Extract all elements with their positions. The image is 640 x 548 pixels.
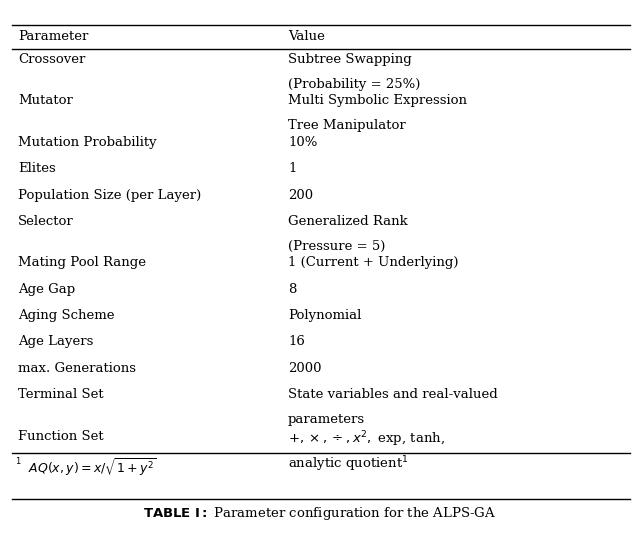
- Text: analytic quotient$^1$: analytic quotient$^1$: [288, 455, 408, 474]
- Text: Parameter: Parameter: [18, 31, 88, 43]
- Text: $AQ(x,y) = x/\sqrt{1+y^2}$: $AQ(x,y) = x/\sqrt{1+y^2}$: [28, 457, 156, 480]
- Text: Function Set: Function Set: [18, 430, 104, 443]
- Text: Selector: Selector: [18, 215, 74, 228]
- Text: Polynomial: Polynomial: [288, 309, 362, 322]
- Text: (Probability = 25%): (Probability = 25%): [288, 78, 420, 90]
- Text: 200: 200: [288, 189, 313, 202]
- Text: State variables and real-valued: State variables and real-valued: [288, 388, 498, 401]
- Text: Age Gap: Age Gap: [18, 283, 75, 296]
- Text: Mating Pool Range: Mating Pool Range: [18, 256, 146, 270]
- Text: Mutator: Mutator: [18, 94, 73, 107]
- Text: $+, \times, \div, x^2,$ exp, tanh,: $+, \times, \div, x^2,$ exp, tanh,: [288, 430, 445, 449]
- Text: Mutation Probability: Mutation Probability: [18, 136, 157, 149]
- Text: parameters: parameters: [288, 413, 365, 426]
- Text: max. Generations: max. Generations: [18, 362, 136, 375]
- Text: Generalized Rank: Generalized Rank: [288, 215, 408, 228]
- Text: Subtree Swapping: Subtree Swapping: [288, 53, 412, 66]
- Text: Population Size (per Layer): Population Size (per Layer): [18, 189, 201, 202]
- Text: 10%: 10%: [288, 136, 317, 149]
- Text: Aging Scheme: Aging Scheme: [18, 309, 115, 322]
- Text: Value: Value: [288, 31, 325, 43]
- Text: Age Layers: Age Layers: [18, 335, 93, 349]
- Text: Multi Symbolic Expression: Multi Symbolic Expression: [288, 94, 467, 107]
- Text: Crossover: Crossover: [18, 53, 85, 66]
- Text: $^1$: $^1$: [15, 457, 21, 470]
- Text: Elites: Elites: [18, 162, 56, 175]
- Text: 1: 1: [288, 162, 296, 175]
- Text: $\mathbf{TABLE\ I:}$ Parameter configuration for the ALPS-GA: $\mathbf{TABLE\ I:}$ Parameter configura…: [143, 505, 497, 522]
- Text: (Pressure = 5): (Pressure = 5): [288, 240, 385, 253]
- Text: 16: 16: [288, 335, 305, 349]
- Text: Tree Manipulator: Tree Manipulator: [288, 119, 406, 132]
- Text: Terminal Set: Terminal Set: [18, 388, 104, 401]
- Text: 1 (Current + Underlying): 1 (Current + Underlying): [288, 256, 458, 270]
- Text: 2000: 2000: [288, 362, 321, 375]
- Text: 8: 8: [288, 283, 296, 296]
